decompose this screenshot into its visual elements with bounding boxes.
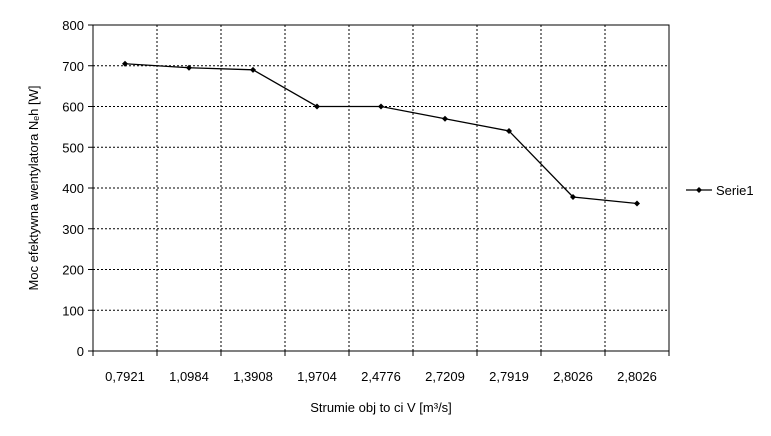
- y-tick-labels: 0 100 200 300 400 500 600 700 800: [62, 18, 84, 359]
- y-tick-label: 600: [62, 100, 84, 115]
- axes: [88, 24, 670, 356]
- data-point: [186, 64, 192, 71]
- x-tick-label: 2,7919: [489, 369, 529, 384]
- data-point: [122, 60, 128, 67]
- x-tick-label: 2,7209: [425, 369, 465, 384]
- data-point: [570, 193, 576, 200]
- series-group: [122, 60, 640, 207]
- x-tick-label: 0,7921: [105, 369, 145, 384]
- legend-marker: [696, 187, 702, 193]
- x-tick-label: 1,0984: [169, 369, 209, 384]
- y-tick-label: 300: [62, 222, 84, 237]
- legend-label-serie1: Serie1: [716, 183, 754, 198]
- y-tick-label: 700: [62, 59, 84, 74]
- y-axis-title: Moc efektywna wentylatora Nₑh [W]: [26, 86, 41, 291]
- y-tick-label: 400: [62, 181, 84, 196]
- data-point: [442, 115, 448, 122]
- y-tick-label: 0: [77, 344, 84, 359]
- data-point: [506, 127, 512, 134]
- y-tick-label: 200: [62, 263, 84, 278]
- x-tick-label: 2,8026: [553, 369, 593, 384]
- data-point: [314, 103, 320, 110]
- y-tick-label: 800: [62, 18, 84, 33]
- x-tick-labels: 0,7921 1,0984 1,3908 1,9704 2,4776 2,7209 2,79…: [105, 369, 657, 384]
- data-point: [378, 103, 384, 110]
- x-tick-label: 1,9704: [297, 369, 337, 384]
- data-point: [634, 200, 640, 207]
- y-tick-label: 500: [62, 140, 84, 155]
- data-point: [250, 66, 256, 73]
- x-tick-label: 2,4776: [361, 369, 401, 384]
- y-tick-label: 100: [62, 303, 84, 318]
- legend: Serie1: [686, 183, 754, 198]
- x-axis-title: Strumie obj to ci V [m³/s]: [310, 400, 452, 415]
- x-tick-label: 2,8026: [617, 369, 657, 384]
- x-tick-label: 1,3908: [233, 369, 273, 384]
